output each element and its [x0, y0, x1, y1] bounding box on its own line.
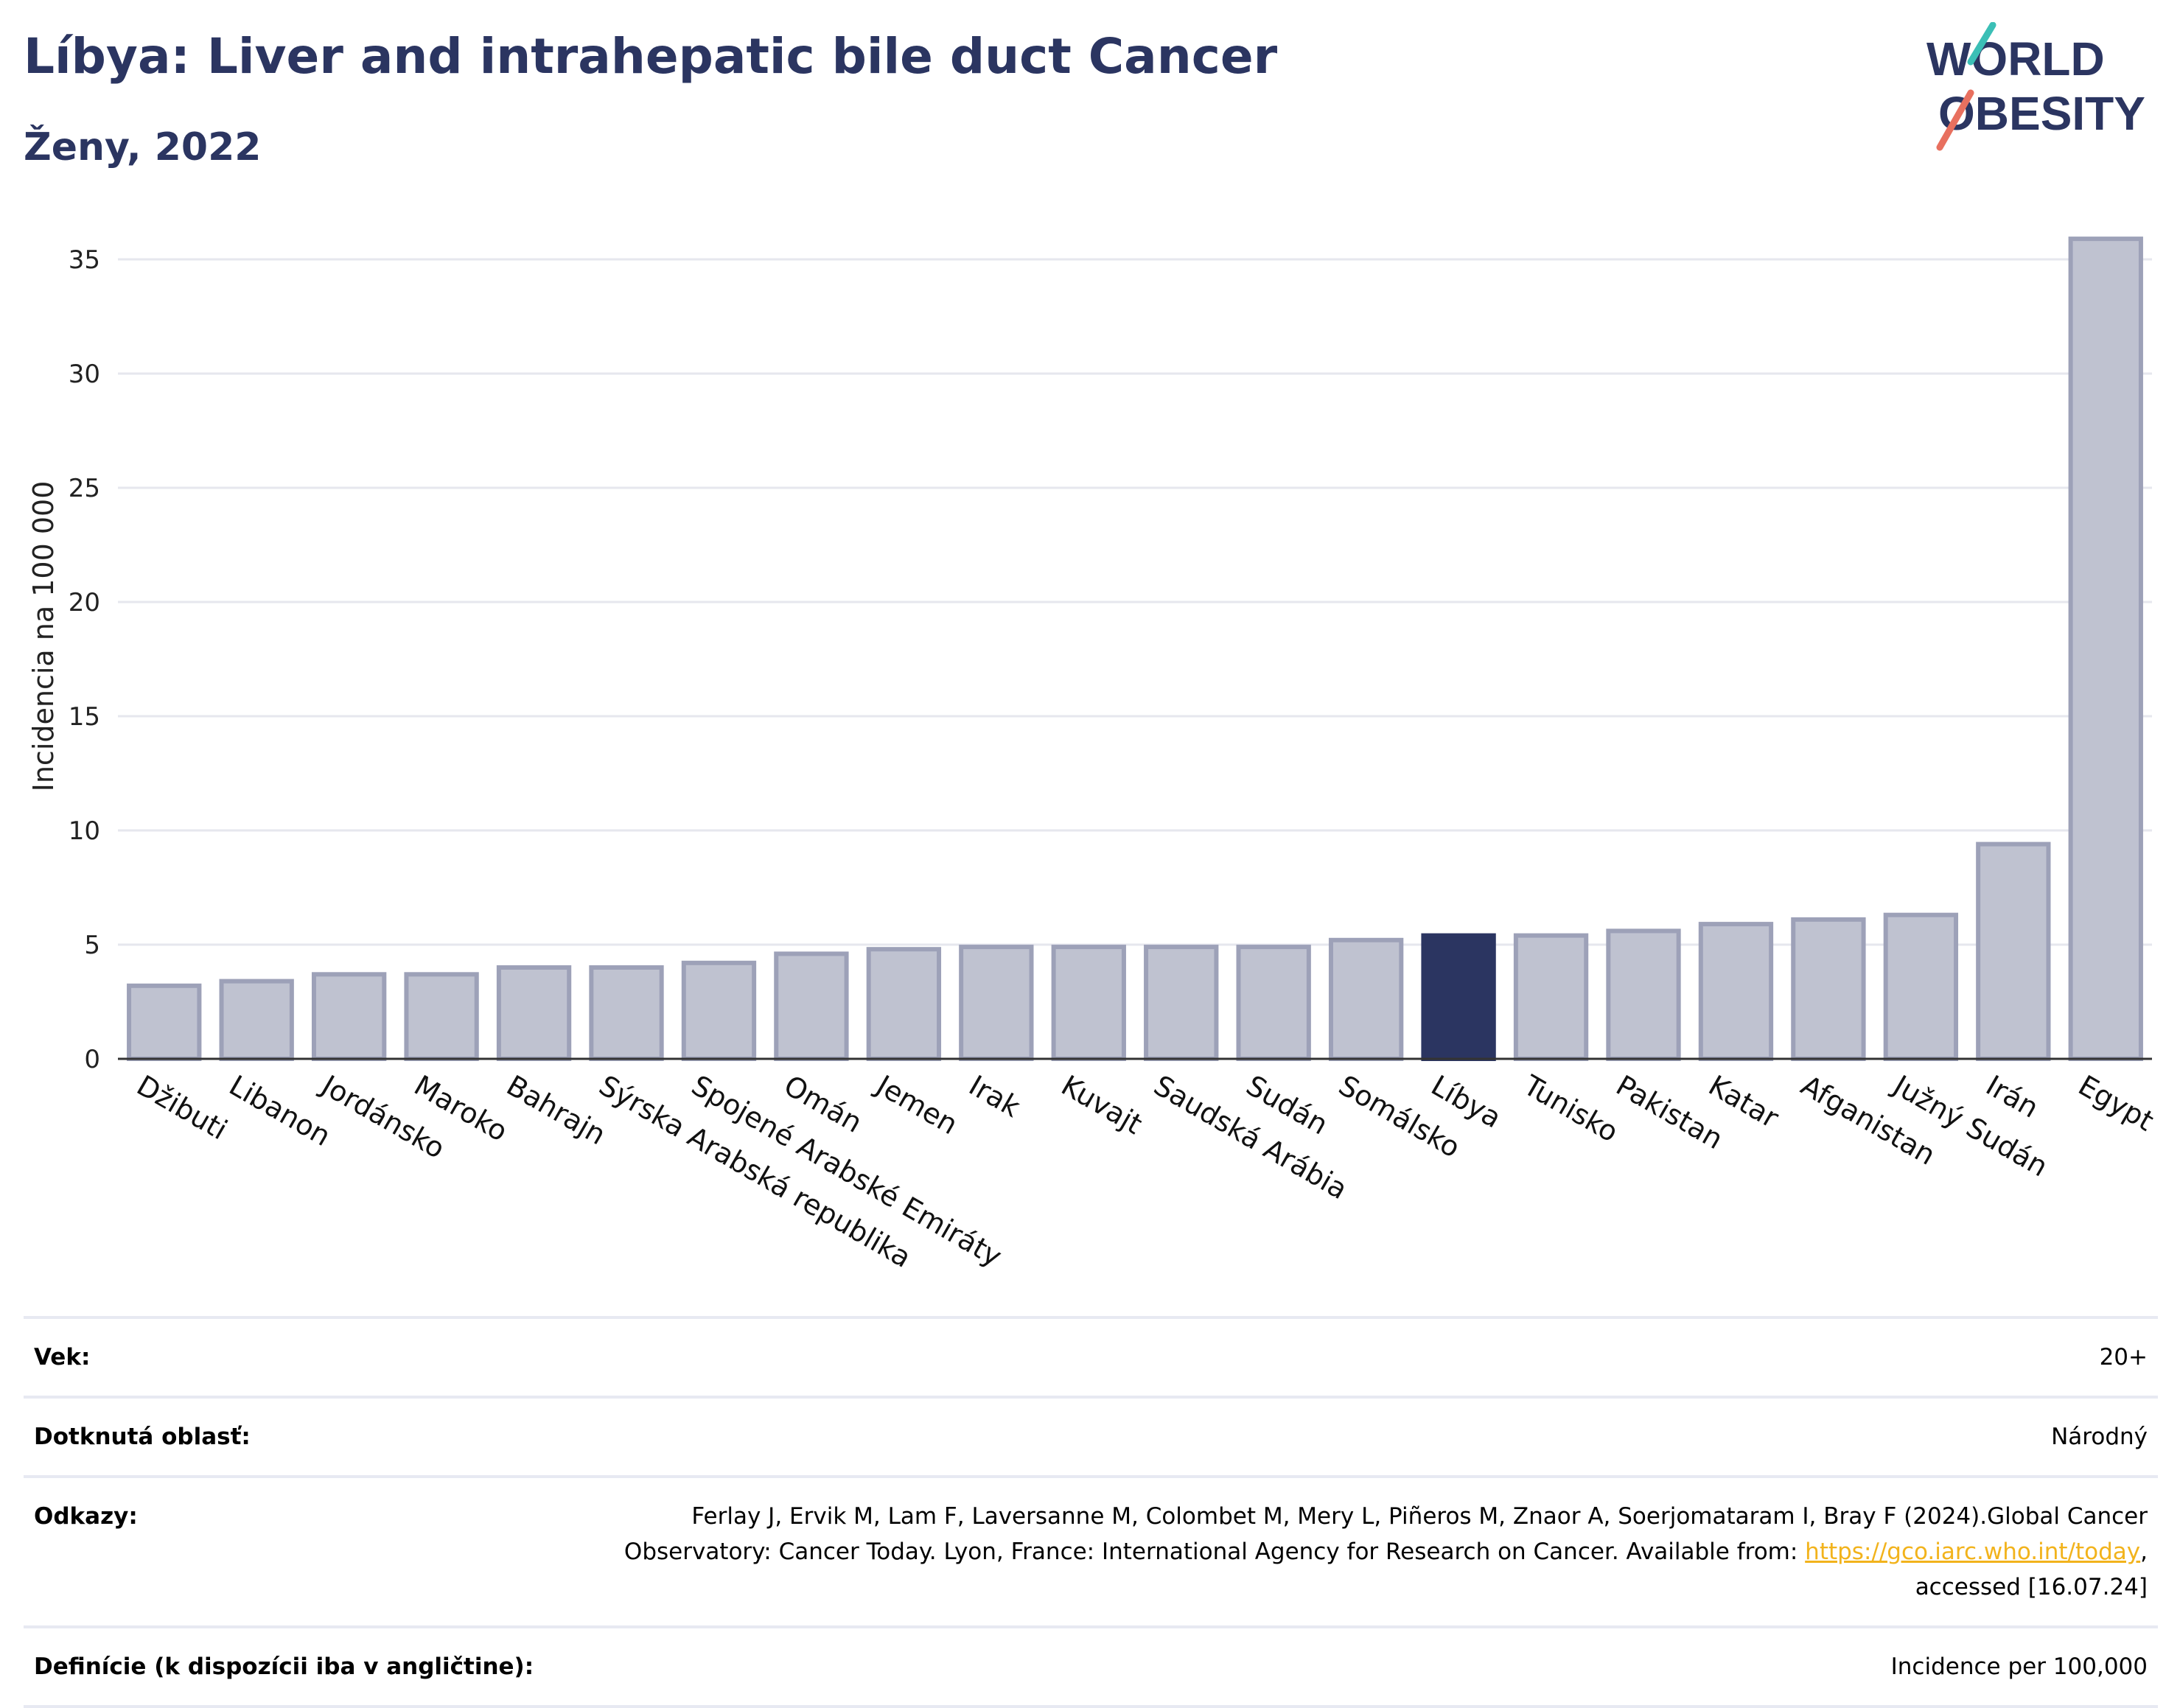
- y-tick-label: 30: [69, 360, 100, 389]
- x-tick-label: Egypt: [2073, 1069, 2159, 1138]
- bar: [1051, 945, 1126, 1061]
- x-tick-label: Irán: [1980, 1069, 2044, 1124]
- footer-label: Odkazy:: [34, 1503, 138, 1530]
- reference-text: Ferlay J, Ervik M, Lam F, Laversanne M, …: [623, 1503, 2148, 1565]
- footer-label: Definície (k dispozícii iba v angličtine…: [34, 1653, 534, 1680]
- bar: [1144, 945, 1219, 1061]
- bar: [866, 947, 942, 1061]
- bar: [959, 945, 1034, 1061]
- x-tick-label: Južný Sudán: [1887, 1068, 2053, 1183]
- bar: [1421, 933, 1496, 1061]
- bar: [496, 965, 572, 1061]
- bar: [774, 951, 849, 1062]
- logo-slash-teal: [1967, 22, 1996, 66]
- footer-value: Incidence per 100,000: [1890, 1653, 2148, 1680]
- metadata-table: Vek: 20+ Dotknutá oblasť: Národný Odkazy…: [24, 1316, 2158, 1708]
- bar: [1236, 945, 1311, 1061]
- footer-row-area: Dotknutá oblasť: Národný: [24, 1396, 2158, 1475]
- y-tick-label: 10: [69, 816, 100, 846]
- y-tick-label: 20: [69, 588, 100, 617]
- bar: [127, 983, 202, 1062]
- reference-accessed: , accessed [16.07.24]: [1915, 1539, 2148, 1600]
- x-tick-label: Kuvajt: [1056, 1069, 1147, 1141]
- bar: [1791, 917, 1866, 1062]
- y-tick-label: 25: [69, 474, 100, 503]
- bar: [1976, 841, 2051, 1061]
- bar: [1513, 933, 1589, 1061]
- x-tick-label: Džibuti: [131, 1069, 233, 1147]
- bar: [1328, 937, 1404, 1062]
- footer-row-definitions: Definície (k dispozícii iba v angličtine…: [24, 1625, 2158, 1708]
- y-tick-label: 15: [69, 702, 100, 732]
- bar: [1883, 912, 1959, 1061]
- x-tick-label: Bahrajn: [501, 1069, 611, 1152]
- x-tick-label: Tunisko: [1517, 1068, 1624, 1149]
- x-tick-label: Pakistan: [1611, 1069, 1729, 1156]
- logo-line1: WORLD: [1926, 32, 2105, 85]
- bar: [311, 972, 387, 1062]
- footer-value: Národný: [2051, 1424, 2148, 1450]
- y-axis-label: Incidencia na 100 000: [27, 481, 60, 792]
- bar: [219, 979, 294, 1061]
- bar: [2068, 237, 2143, 1062]
- logo-slash-coral: [1936, 89, 1974, 151]
- footer-label: Dotknutá oblasť:: [34, 1424, 251, 1450]
- x-tick-label: Irak: [963, 1069, 1025, 1124]
- chart-subtitle: Ženy, 2022: [24, 125, 262, 169]
- bar-chart: 0 5 10 15 20 25 30 35 Incidencia na 100 000 Džibu…: [27, 237, 2159, 1274]
- footer-value: Ferlay J, Ervik M, Lam F, Laversanne M, …: [600, 1499, 2148, 1605]
- footer-row-age: Vek: 20+: [24, 1316, 2158, 1396]
- footer-row-references: Odkazy: Ferlay J, Ervik M, Lam F, Lavers…: [24, 1475, 2158, 1625]
- x-tick-label: Jemen: [870, 1068, 963, 1141]
- bar: [404, 972, 479, 1062]
- bar: [1606, 928, 1681, 1062]
- bar: [1698, 922, 1774, 1061]
- y-tick-label: 0: [84, 1045, 100, 1074]
- bar: [589, 965, 664, 1061]
- footer-value: 20+: [2099, 1344, 2148, 1371]
- chart-title: Líbya: Liver and intrahepatic bile duct …: [24, 28, 1278, 85]
- y-tick-label: 35: [69, 245, 100, 275]
- y-tick-label: 5: [84, 931, 100, 960]
- reference-link[interactable]: https://gco.iarc.who.int/today: [1805, 1539, 2141, 1565]
- footer-label: Vek:: [34, 1344, 91, 1371]
- world-obesity-logo: WORLD OBESITY: [1926, 22, 2145, 151]
- bar: [681, 960, 757, 1062]
- x-tick-label: Libanon: [224, 1069, 336, 1152]
